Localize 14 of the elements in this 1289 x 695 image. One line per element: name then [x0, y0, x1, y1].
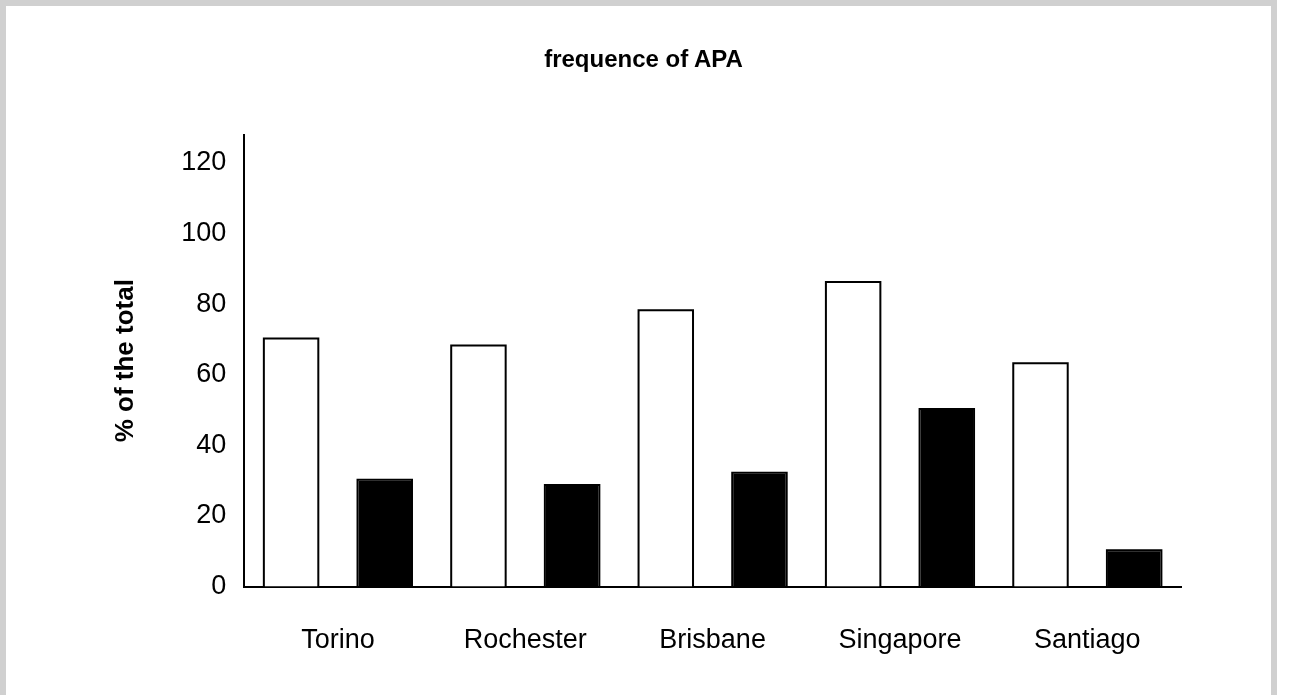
y-axis-title: % of the total [108, 279, 139, 443]
chart-title: frequence of APA [544, 45, 743, 73]
y-tick-label: 80 [196, 287, 227, 318]
x-tick-label: Santiago [1034, 624, 1141, 655]
x-tick-label: Brisbane [659, 624, 766, 655]
x-tick-label: Rochester [463, 624, 587, 655]
x-tick-label: Singapore [838, 624, 962, 655]
y-tick-label: 20 [196, 499, 227, 530]
x-tick-label: Torino [301, 624, 375, 655]
y-tick-label: 40 [196, 428, 227, 459]
y-tick-label: 120 [181, 146, 227, 177]
y-tick-label: 60 [196, 358, 227, 389]
y-tick-label: 0 [211, 570, 227, 601]
y-tick-label: 100 [181, 217, 227, 248]
